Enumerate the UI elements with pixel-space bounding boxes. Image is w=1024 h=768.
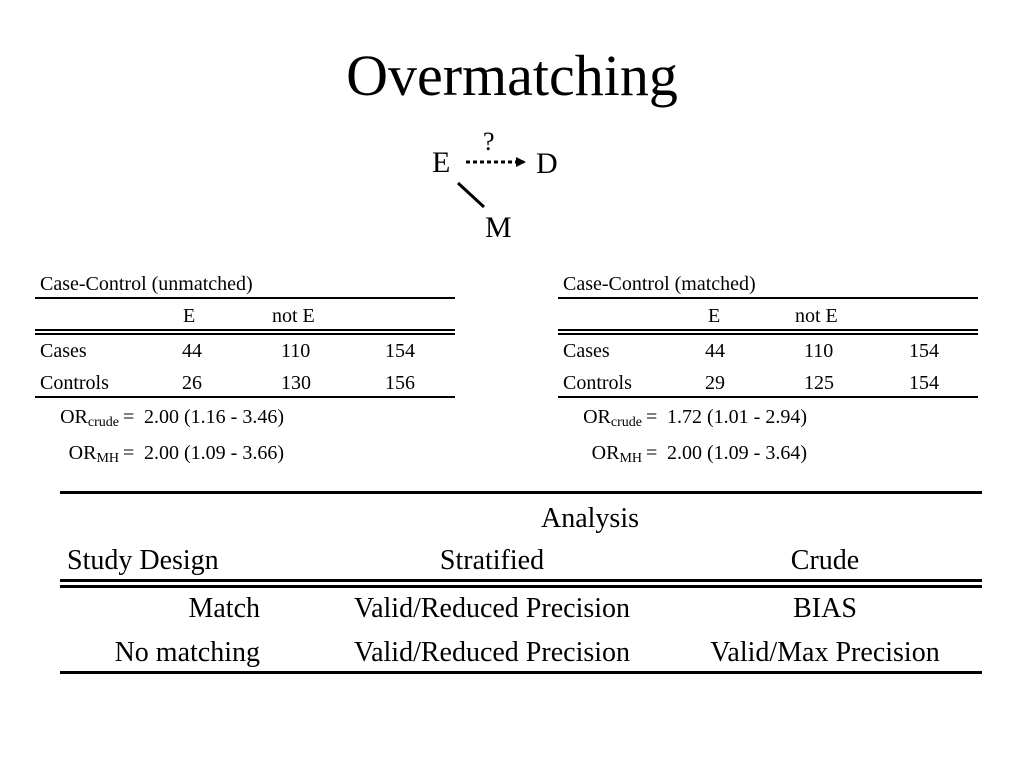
- cell-cases-e: 44: [705, 340, 725, 362]
- header-rule-2: [558, 333, 978, 335]
- cell-controls-total: 154: [909, 372, 939, 394]
- top-rule: [558, 297, 978, 299]
- row-design-no-matching: No matching: [114, 637, 260, 668]
- header-rule-1: [35, 329, 455, 331]
- question-mark: ?: [483, 127, 495, 156]
- or-crude-equals: =: [123, 406, 135, 428]
- cell-controls-not-e: 125: [804, 372, 834, 394]
- or-mh-label: ORMH: [591, 442, 642, 466]
- cell-cases-not-e: 110: [804, 340, 834, 362]
- or-crude-value: 2.00 (1.16 - 3.46): [144, 406, 284, 428]
- or-mh-value: 2.00 (1.09 - 3.66): [144, 442, 284, 464]
- cell-controls-e: 26: [182, 372, 202, 394]
- cell-cases-not-e: 110: [281, 340, 311, 362]
- col-header-not-e: not E: [795, 305, 838, 327]
- bottom-rule: [558, 396, 978, 398]
- row-match-stratified: Valid/Reduced Precision: [353, 593, 631, 624]
- diagram-arrows: [456, 157, 526, 209]
- top-rule: [60, 491, 982, 494]
- table-caption: Case-Control (unmatched): [40, 273, 253, 295]
- node-d: D: [536, 147, 558, 180]
- node-e: E: [432, 146, 451, 179]
- row-match-crude: BIAS: [793, 593, 857, 624]
- table-caption: Case-Control (matched): [563, 273, 756, 295]
- col-header-e: E: [183, 305, 196, 327]
- cell-controls-total: 156: [385, 372, 415, 394]
- or-crude-value: 1.72 (1.01 - 2.94): [667, 406, 807, 428]
- or-mh-equals: =: [123, 442, 135, 464]
- line-e-to-m: [456, 181, 486, 209]
- analysis-table: Analysis Study Design Stratified Crude M…: [60, 490, 982, 680]
- header-rule-2: [60, 585, 982, 588]
- node-m: M: [485, 211, 512, 244]
- or-crude-label: ORcrude: [583, 406, 642, 430]
- row-design-match: Match: [188, 593, 260, 624]
- or-mh-value: 2.00 (1.09 - 3.64): [667, 442, 807, 464]
- unmatched-table: Case-Control (unmatched) E not E Cases 4…: [35, 272, 455, 472]
- header-study-design: Study Design: [67, 545, 219, 576]
- or-mh-equals: =: [646, 442, 658, 464]
- bottom-rule: [60, 671, 982, 674]
- header-rule-1: [558, 329, 978, 331]
- causal-diagram: E ? D M: [0, 0, 1024, 260]
- header-rule-2: [35, 333, 455, 335]
- row-label-cases: Cases: [40, 340, 87, 362]
- or-crude-label: ORcrude: [60, 406, 119, 430]
- header-crude: Crude: [790, 545, 860, 576]
- or-crude-equals: =: [646, 406, 658, 428]
- row-label-controls: Controls: [40, 372, 109, 394]
- header-stratified: Stratified: [439, 545, 545, 576]
- matched-table: Case-Control (matched) E not E Cases 44 …: [558, 272, 978, 472]
- group-header-analysis: Analysis: [541, 503, 639, 534]
- cell-cases-e: 44: [182, 340, 202, 362]
- bottom-rule: [35, 396, 455, 398]
- or-mh-label: ORMH: [68, 442, 119, 466]
- cell-controls-e: 29: [705, 372, 725, 394]
- top-rule: [35, 297, 455, 299]
- col-header-not-e: not E: [272, 305, 315, 327]
- row-label-cases: Cases: [563, 340, 610, 362]
- col-header-e: E: [708, 305, 721, 327]
- header-rule-1: [60, 579, 982, 582]
- cell-controls-not-e: 130: [281, 372, 311, 394]
- row-label-controls: Controls: [563, 372, 632, 394]
- cell-cases-total: 154: [385, 340, 415, 362]
- cell-cases-total: 154: [909, 340, 939, 362]
- row-no-matching-crude: Valid/Max Precision: [710, 637, 940, 668]
- row-no-matching-stratified: Valid/Reduced Precision: [353, 637, 631, 668]
- slide-title: Overmatching: [346, 43, 678, 108]
